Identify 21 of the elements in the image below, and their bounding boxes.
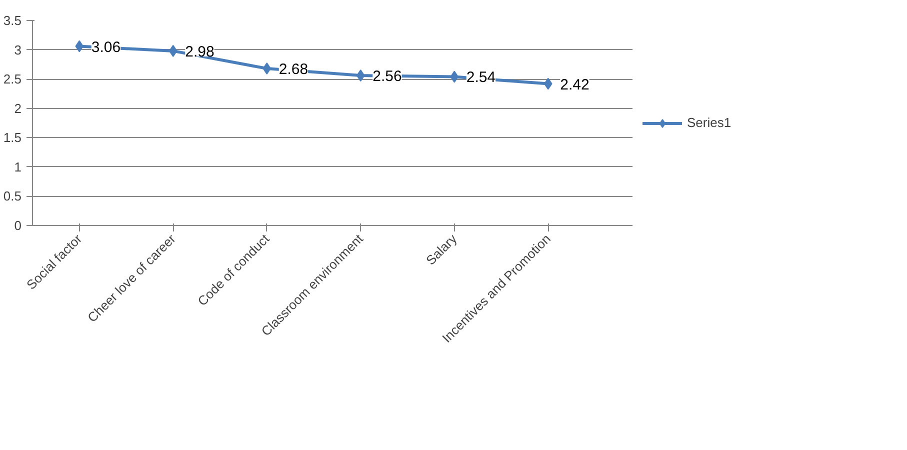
data-label: 2.68 [278,61,308,78]
y-tick-label: 2.5 [3,72,22,87]
y-tick-label: 1.5 [3,130,22,146]
point [450,70,459,83]
point [168,44,178,57]
data-label: 2.54 [466,69,496,86]
data-label: 3.06 [91,38,121,56]
y-tick-label: 1 [14,159,22,174]
data-label: 2.98 [185,43,214,60]
point [262,62,272,75]
y-tick-label: 3.5 [3,13,22,28]
data-label: 2.56 [372,68,402,86]
y-tick-label: 0 [14,218,22,233]
data-label: 2.42 [560,76,590,94]
point [356,70,365,82]
point [544,78,552,90]
legend-label: Series1 [687,115,732,130]
point [75,40,84,52]
y-tick-label: 2 [14,100,22,116]
y-tick-label: 3 [14,42,22,58]
y-tick-label: 0.5 [3,188,22,204]
